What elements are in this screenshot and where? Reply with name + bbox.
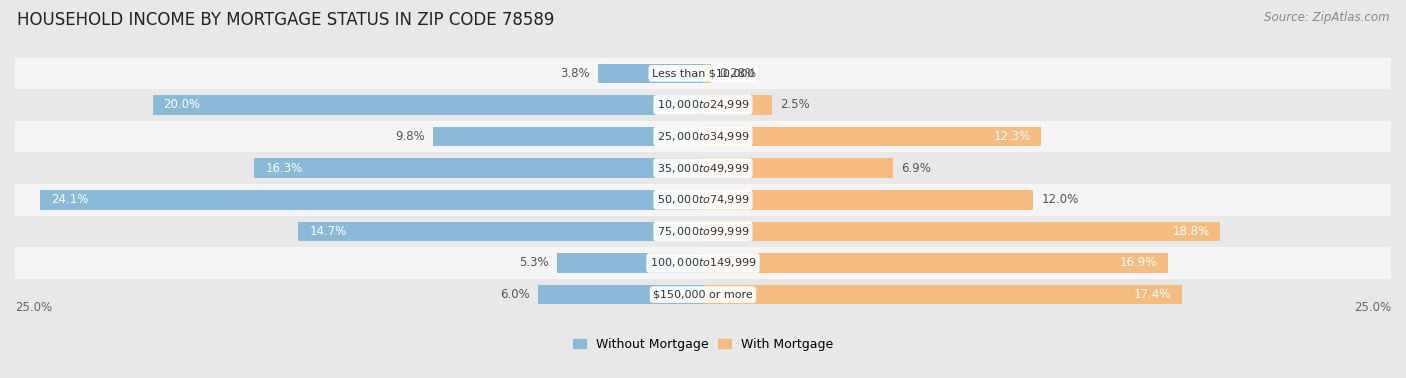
Bar [433,127,703,146]
Text: 16.9%: 16.9% [1119,256,1157,270]
Text: 14.7%: 14.7% [309,225,347,238]
Bar [538,285,703,304]
Text: 5.3%: 5.3% [519,256,548,270]
Bar [39,190,703,209]
Bar [298,222,703,241]
Bar [15,89,1391,121]
Text: 20.0%: 20.0% [163,98,201,112]
Legend: Without Mortgage, With Mortgage: Without Mortgage, With Mortgage [574,338,832,351]
Text: Source: ZipAtlas.com: Source: ZipAtlas.com [1264,11,1389,24]
Bar [557,253,703,273]
Bar [703,253,1168,273]
Text: $150,000 or more: $150,000 or more [654,290,752,300]
Text: 12.3%: 12.3% [993,130,1031,143]
Bar [15,247,1391,279]
Text: 2.5%: 2.5% [780,98,810,112]
Text: Less than $10,000: Less than $10,000 [652,68,754,78]
Text: $25,000 to $34,999: $25,000 to $34,999 [657,130,749,143]
Bar [15,279,1391,310]
Text: 17.4%: 17.4% [1133,288,1171,301]
Text: 6.0%: 6.0% [501,288,530,301]
Bar [15,184,1391,215]
Bar [599,64,703,83]
Bar [703,190,1033,209]
Bar [254,158,703,178]
Text: 25.0%: 25.0% [15,302,52,314]
Bar [703,64,710,83]
Text: 9.8%: 9.8% [395,130,425,143]
Text: $50,000 to $74,999: $50,000 to $74,999 [657,193,749,206]
Text: 12.0%: 12.0% [1042,193,1078,206]
Text: $35,000 to $49,999: $35,000 to $49,999 [657,162,749,175]
Bar [15,57,1391,89]
Text: 18.8%: 18.8% [1173,225,1209,238]
Text: 6.9%: 6.9% [901,162,931,175]
Text: 3.8%: 3.8% [561,67,591,80]
Text: $100,000 to $149,999: $100,000 to $149,999 [650,256,756,270]
Bar [703,127,1042,146]
Bar [703,285,1182,304]
Text: 16.3%: 16.3% [266,162,302,175]
Bar [153,95,703,115]
Bar [703,95,772,115]
Text: $10,000 to $24,999: $10,000 to $24,999 [657,98,749,112]
Bar [15,152,1391,184]
Text: 0.28%: 0.28% [718,67,756,80]
Text: 24.1%: 24.1% [51,193,89,206]
Bar [703,158,893,178]
Text: $75,000 to $99,999: $75,000 to $99,999 [657,225,749,238]
Bar [15,121,1391,152]
Text: HOUSEHOLD INCOME BY MORTGAGE STATUS IN ZIP CODE 78589: HOUSEHOLD INCOME BY MORTGAGE STATUS IN Z… [17,11,554,29]
Bar [703,222,1220,241]
Bar [15,215,1391,247]
Text: 25.0%: 25.0% [1354,302,1391,314]
